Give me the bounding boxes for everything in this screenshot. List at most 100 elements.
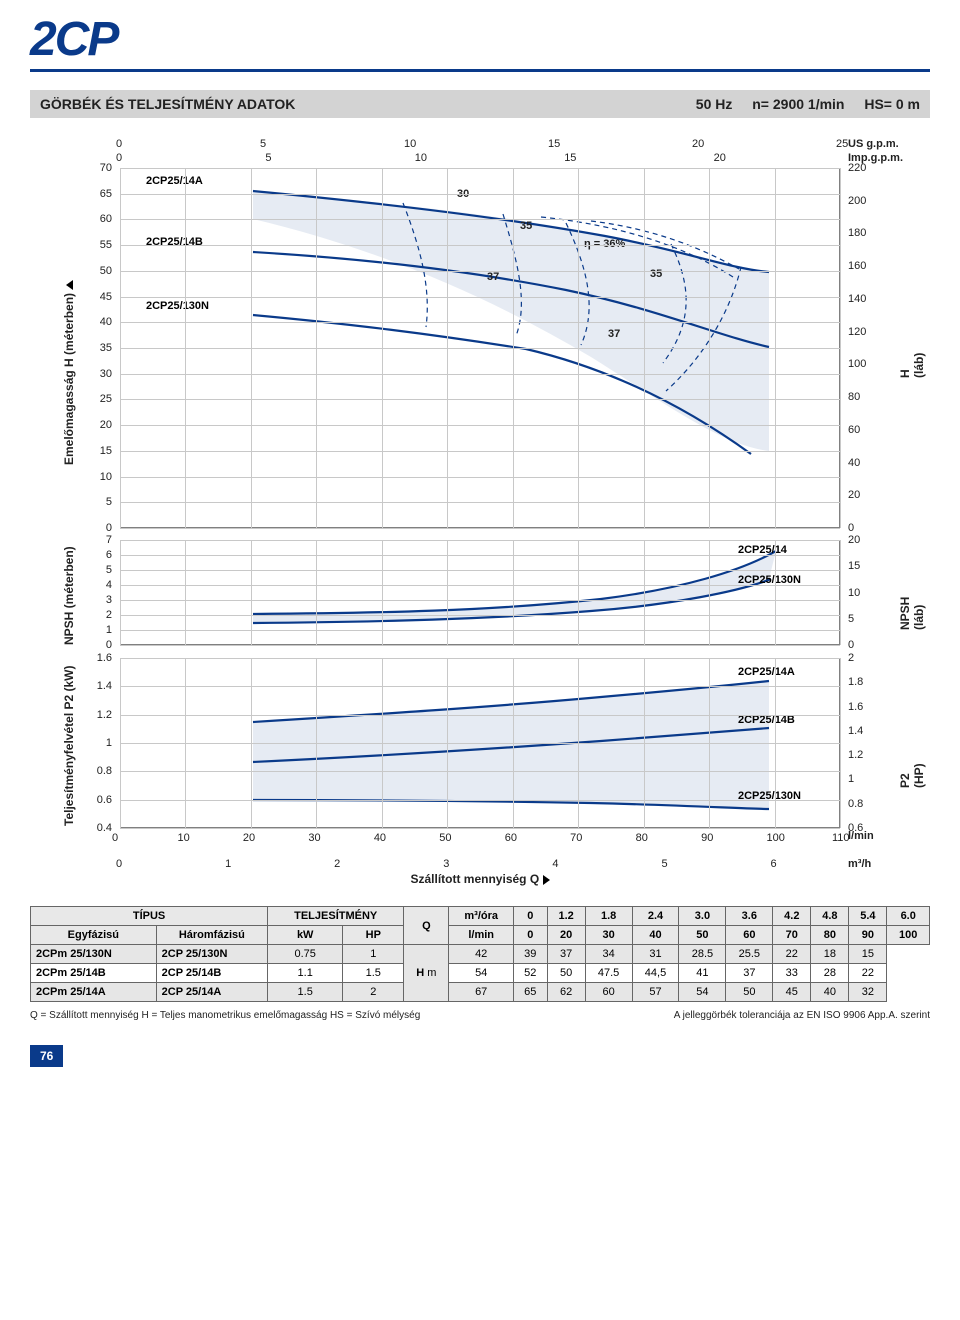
- tick: 120: [848, 326, 866, 338]
- tick: 5: [260, 138, 266, 150]
- yaxis-label-H: Emelőmagasság H (méterben): [62, 280, 76, 465]
- tick: 80: [636, 832, 648, 844]
- tick: 2: [334, 858, 340, 870]
- tick: 20: [848, 489, 860, 501]
- cell: 18: [811, 945, 849, 964]
- cell: 15: [849, 945, 887, 964]
- tick: 140: [848, 293, 866, 305]
- tick: 50: [82, 265, 112, 277]
- cell: 2CPm 25/130N: [31, 945, 157, 964]
- footer-notes: Q = Szállított mennyiség H = Teljes mano…: [30, 1010, 930, 1021]
- lmin-3: 40: [632, 926, 679, 945]
- yaxis-right-H: H (láb): [898, 353, 926, 378]
- tick: 0.6: [82, 794, 112, 806]
- th-single: Egyfázisú: [31, 926, 157, 945]
- tick: 1.4: [848, 725, 863, 737]
- tick: 20: [714, 152, 726, 164]
- yaxis-label-p2: Teljesítményfelvétel P2 (kW): [62, 666, 76, 827]
- tick: 25: [82, 393, 112, 405]
- tick: 0: [82, 639, 112, 651]
- tick: 100: [848, 358, 866, 370]
- tick: 70: [82, 162, 112, 174]
- cell: 52: [513, 964, 547, 983]
- cell: 1: [343, 945, 404, 964]
- th-perf: TELJESÍTMÉNY: [268, 907, 404, 926]
- tick: 15: [82, 445, 112, 457]
- table-row: 2CPm 25/14A2CP 25/14A1.52676562605754504…: [31, 983, 930, 1002]
- tick: 65: [82, 188, 112, 200]
- lmin-9: 100: [887, 926, 930, 945]
- tick: 10: [415, 152, 427, 164]
- tick: 10: [177, 832, 189, 844]
- cell: 33: [773, 964, 811, 983]
- table-row: 2CPm 25/130N2CP 25/130N0.751H m423937343…: [31, 945, 930, 964]
- xaxis-label: Szállított mennyiség Q: [40, 872, 920, 886]
- tick: 10: [404, 138, 416, 150]
- tick: 1: [225, 858, 231, 870]
- tick: 1.2: [848, 749, 863, 761]
- tick: 40: [82, 316, 112, 328]
- section-header: GÖRBÉK ÉS TELJESÍTMÉNY ADATOK 50 Hz n= 2…: [30, 90, 930, 118]
- cell: 2CPm 25/14A: [31, 983, 157, 1002]
- table-row: 2CPm 25/14B2CP 25/14B1.11.554525047.544,…: [31, 964, 930, 983]
- tick: 55: [82, 239, 112, 251]
- tick: 0: [112, 832, 118, 844]
- performance-table: TÍPUS TELJESÍTMÉNY Q m³/óra 0 1.2 1.8 2.…: [30, 906, 930, 1002]
- cell: 37: [547, 945, 585, 964]
- m3h-8: 5.4: [849, 907, 887, 926]
- tick: 20: [848, 534, 860, 546]
- tick: 60: [82, 213, 112, 225]
- tick: 5: [848, 613, 854, 625]
- eff-37: 37: [487, 271, 499, 283]
- tick: 70: [570, 832, 582, 844]
- tick: 20: [692, 138, 704, 150]
- series-label-130n: 2CP25/130N: [146, 300, 209, 312]
- tick: 45: [82, 291, 112, 303]
- cell: 28: [811, 964, 849, 983]
- cell: 32: [849, 983, 887, 1002]
- yaxis-right-npsh: NPSH (láb): [898, 597, 926, 630]
- m3h-5: 3.6: [726, 907, 773, 926]
- cell: 45: [773, 983, 811, 1002]
- tick: 0.8: [82, 765, 112, 777]
- tick: 160: [848, 260, 866, 272]
- cell: 25.5: [726, 945, 773, 964]
- tick: 220: [848, 162, 866, 174]
- tick: 7: [82, 534, 112, 546]
- tick: 1.2: [82, 709, 112, 721]
- cell: 57: [632, 983, 679, 1002]
- cell: 54: [449, 964, 514, 983]
- cell: 2CP 25/14A: [156, 983, 267, 1002]
- tick: 60: [505, 832, 517, 844]
- unit-usgpm: US g.p.m.: [848, 138, 899, 150]
- cell: 44,5: [632, 964, 679, 983]
- cell: 67: [449, 983, 514, 1002]
- tick: 2: [848, 652, 854, 664]
- cell: 34: [585, 945, 632, 964]
- cell: 22: [849, 964, 887, 983]
- lmin-6: 70: [773, 926, 811, 945]
- tick: 15: [848, 560, 860, 572]
- th-type: TÍPUS: [31, 907, 268, 926]
- tick: 0: [848, 639, 854, 651]
- m3h-6: 4.2: [773, 907, 811, 926]
- tick: 180: [848, 227, 866, 239]
- m3h-7: 4.8: [811, 907, 849, 926]
- m3h-9: 6.0: [887, 907, 930, 926]
- cell: 22: [773, 945, 811, 964]
- unit-m3h: m³/h: [848, 858, 871, 870]
- m3h-3: 2.4: [632, 907, 679, 926]
- lmin-4: 50: [679, 926, 726, 945]
- cell: 42: [449, 945, 514, 964]
- tick: 1.6: [82, 652, 112, 664]
- series-p2-14b: 2CP25/14B: [738, 714, 795, 726]
- section-header-left: GÖRBÉK ÉS TELJESÍTMÉNY ADATOK: [40, 96, 295, 112]
- tick: 90: [701, 832, 713, 844]
- lmin-5: 60: [726, 926, 773, 945]
- tick: 0.4: [82, 822, 112, 834]
- m3h-1: 1.2: [547, 907, 585, 926]
- cell: 40: [811, 983, 849, 1002]
- tick: 40: [848, 457, 860, 469]
- tick: 25: [836, 138, 848, 150]
- cell: 37: [726, 964, 773, 983]
